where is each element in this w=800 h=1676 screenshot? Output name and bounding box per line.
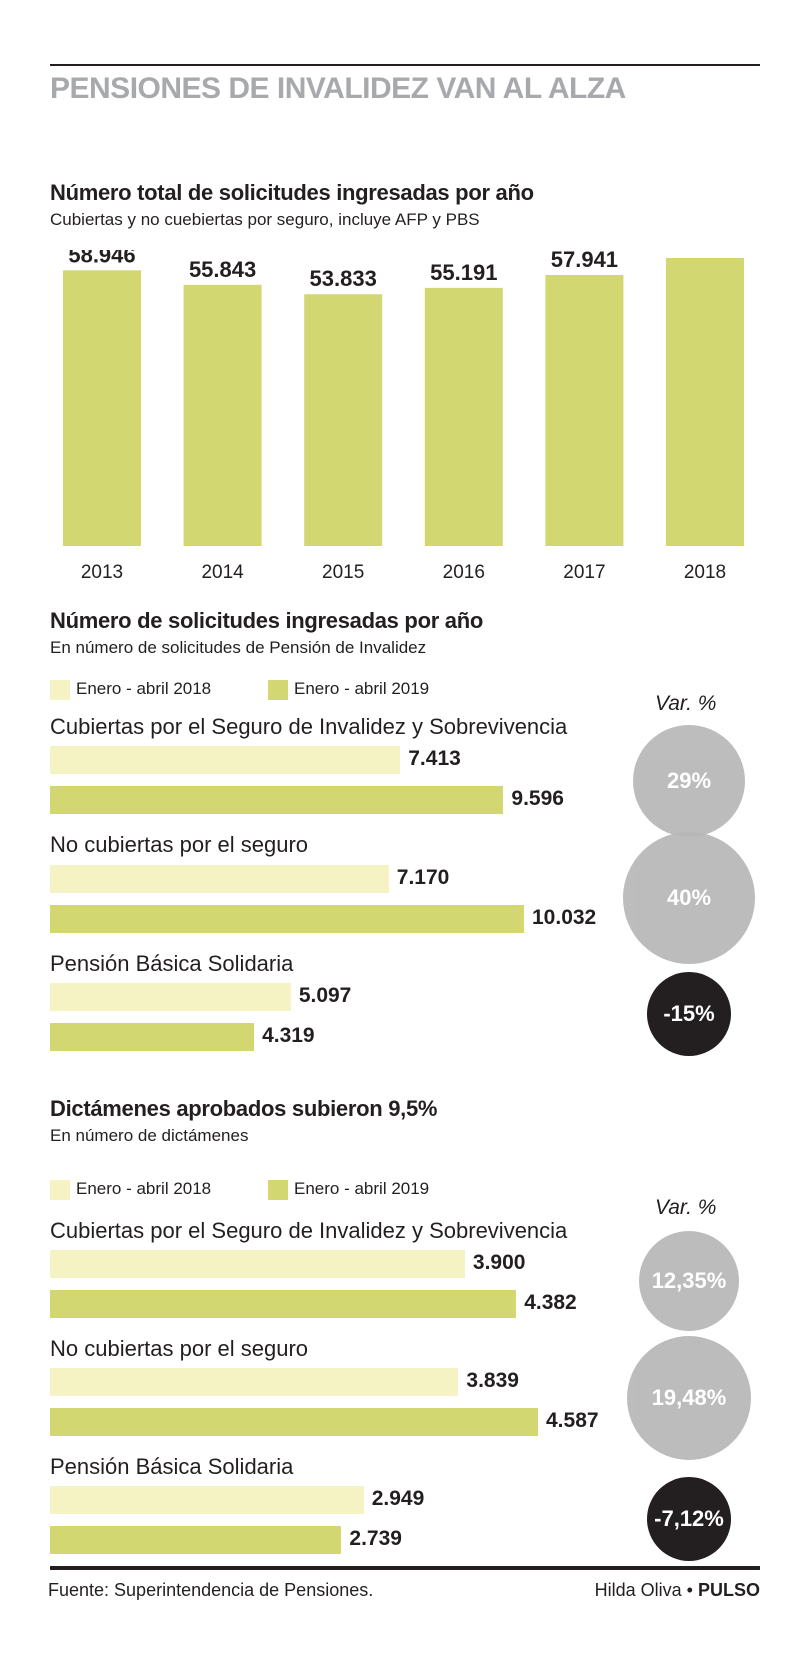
chart3-category-label: Cubiertas por el Seguro de Invalidez y S… bbox=[50, 1218, 568, 1243]
chart1-value-label: 61.577 bbox=[671, 250, 738, 255]
chart2-value-label: 7.170 bbox=[396, 866, 450, 889]
chart2-bar-2019 bbox=[50, 1023, 255, 1051]
chart1-value-label: 55.191 bbox=[430, 260, 497, 285]
chart1-category-label: 2016 bbox=[443, 562, 485, 580]
chart2-value-label: 5.097 bbox=[298, 984, 352, 1007]
chart3-value-label: 4.382 bbox=[524, 1291, 577, 1314]
chart3-category-label: Pensión Básica Solidaria bbox=[50, 1454, 294, 1479]
chart2-bar-2018 bbox=[50, 983, 291, 1011]
chart3-bar-2018 bbox=[50, 1250, 465, 1278]
chart1-total-solicitudes: 58.946 2013 55.843 2014 53.833 2015 55.191 2016… bbox=[63, 250, 744, 580]
chart1-bar-2018 bbox=[666, 258, 744, 546]
chart2-bar-2019 bbox=[50, 786, 504, 814]
chart2-variation-title: Var. % bbox=[655, 692, 717, 715]
chart2-category-label: No cubiertas por el seguro bbox=[50, 832, 309, 857]
chart1-category-label: 2015 bbox=[322, 562, 364, 580]
chart2-value-label: 10.032 bbox=[532, 906, 597, 929]
chart3-category-label: No cubiertas por el seguro bbox=[50, 1336, 309, 1361]
top-rule bbox=[50, 64, 760, 66]
chart3-title: Dictámenes aprobados subieron 9,5% bbox=[50, 1096, 438, 1121]
chart1-value-label: 55.843 bbox=[189, 257, 256, 282]
chart3-legend-label-2019: Enero - abril 2019 bbox=[294, 1179, 430, 1198]
chart1-bar-2013 bbox=[63, 270, 141, 546]
chart1-subtitle: Cubiertas y no cuebiertas por seguro, in… bbox=[50, 210, 480, 229]
page-headline: PENSIONES DE INVALIDEZ VAN AL ALZA bbox=[50, 72, 626, 105]
chart3-legend-swatch-2018 bbox=[50, 1180, 70, 1200]
chart2-subtitle: En número de solicitudes de Pensión de I… bbox=[50, 638, 427, 657]
footer-separator: • bbox=[686, 1580, 693, 1600]
chart2-legend-label-2019: Enero - abril 2019 bbox=[294, 679, 430, 698]
chart2-category-label: Cubiertas por el Seguro de Invalidez y S… bbox=[50, 714, 568, 739]
chart3-variation-bubble: -7,12% bbox=[647, 1477, 731, 1561]
footer-credit: Hilda Oliva • PULSO bbox=[595, 1580, 760, 1601]
chart1-title: Número total de solicitudes ingresadas p… bbox=[50, 180, 534, 205]
chart2-bar-2018 bbox=[50, 865, 389, 893]
chart2-value-label: 9.596 bbox=[511, 787, 564, 810]
chart2-title: Número de solicitudes ingresadas por año bbox=[50, 608, 483, 633]
chart2-bar-2018 bbox=[50, 746, 401, 774]
footer-author: Hilda Oliva bbox=[594, 1580, 682, 1600]
chart3-bar-2019 bbox=[50, 1526, 342, 1554]
chart3-legend-swatch-2019 bbox=[268, 1180, 288, 1200]
chart3-variation-bubble: 19,48% bbox=[627, 1336, 751, 1460]
chart1-category-label: 2018 bbox=[684, 562, 726, 580]
footer-source: Fuente: Superintendencia de Pensiones. bbox=[48, 1580, 374, 1600]
chart1-bar-2017 bbox=[545, 275, 624, 546]
bottom-rule bbox=[50, 1566, 760, 1570]
chart1-category-label: 2017 bbox=[563, 562, 605, 580]
chart1-category-label: 2013 bbox=[81, 562, 123, 580]
chart1-value-label: 53.833 bbox=[310, 266, 377, 291]
chart3-value-label: 2.739 bbox=[349, 1527, 402, 1550]
chart2-bar-2019 bbox=[50, 905, 524, 933]
chart3-value-label: 2.949 bbox=[371, 1487, 425, 1510]
chart2-value-label: 4.319 bbox=[262, 1024, 315, 1047]
chart3-variation-title: Var. % bbox=[655, 1196, 717, 1219]
chart3-value-label: 3.900 bbox=[472, 1251, 526, 1274]
chart1-category-label: 2014 bbox=[201, 562, 244, 580]
chart1-value-label: 58.946 bbox=[68, 250, 135, 267]
chart2-variation-bubble: 40% bbox=[623, 832, 755, 964]
chart3-bar-2018 bbox=[50, 1368, 459, 1396]
chart2-variation-bubble: -15% bbox=[647, 972, 731, 1056]
chart3-bar-2018 bbox=[50, 1486, 364, 1514]
chart1-bar-2014 bbox=[183, 284, 262, 546]
chart1-bar-2015 bbox=[304, 294, 383, 546]
chart2-legend-swatch-2019 bbox=[268, 680, 288, 700]
chart3-value-label: 4.587 bbox=[546, 1409, 599, 1432]
chart1-value-label: 57.941 bbox=[551, 250, 618, 272]
chart3-value-label: 3.839 bbox=[466, 1369, 519, 1392]
chart1-bar-2016 bbox=[424, 287, 503, 546]
chart3-legend-label-2018: Enero - abril 2018 bbox=[76, 1179, 212, 1198]
chart3-bar-2019 bbox=[50, 1408, 538, 1436]
chart3-subtitle: En número de dictámenes bbox=[50, 1126, 249, 1145]
chart2-legend-swatch-2018 bbox=[50, 680, 70, 700]
chart2-category-label: Pensión Básica Solidaria bbox=[50, 951, 294, 976]
chart2-legend-label-2018: Enero - abril 2018 bbox=[76, 679, 212, 698]
chart2-value-label: 7.413 bbox=[408, 747, 461, 770]
chart2-variation-bubble: 29% bbox=[633, 725, 745, 837]
chart3-variation-bubble: 12,35% bbox=[639, 1231, 739, 1331]
chart3-bar-2019 bbox=[50, 1290, 517, 1318]
footer-brand: PULSO bbox=[697, 1580, 760, 1600]
